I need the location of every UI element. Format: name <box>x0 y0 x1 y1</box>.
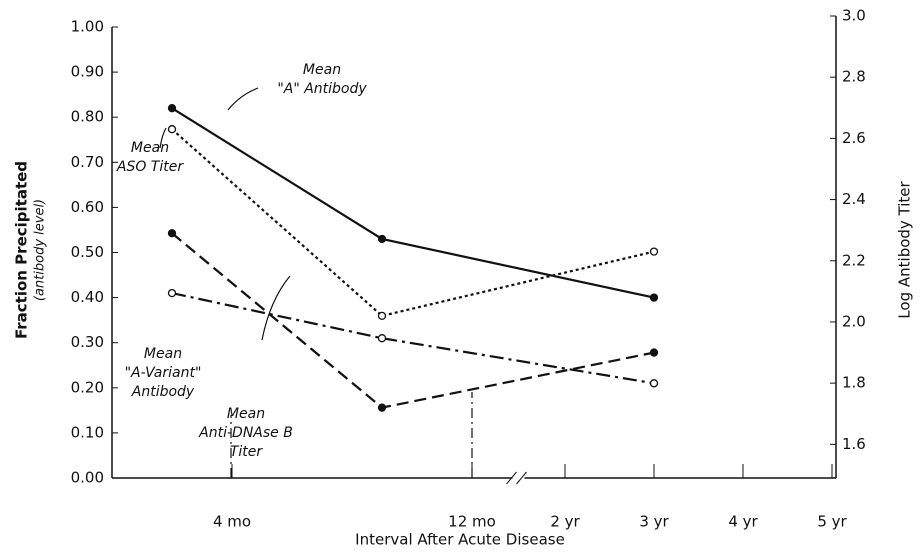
data-point <box>649 293 659 302</box>
series-label: Antibody <box>131 384 195 400</box>
series-label: "A" Antibody <box>277 81 367 97</box>
arrow <box>159 127 167 149</box>
y-tick-label: 0.10 <box>71 423 104 441</box>
y2-tick-label: 2.6 <box>842 129 866 147</box>
arrow <box>261 275 291 341</box>
y-axis-sublabel: (antibody level) <box>33 199 48 301</box>
y-tick-label: 1.00 <box>71 18 104 36</box>
data-point <box>377 403 387 412</box>
data-point <box>167 125 177 134</box>
series-label: Anti-DNAse B <box>198 425 293 441</box>
y2-tick-label: 2.8 <box>842 68 866 86</box>
data-point <box>167 229 177 238</box>
series-line <box>171 232 655 409</box>
data-point <box>649 348 659 357</box>
x-tick-label: 12 mo <box>448 513 496 531</box>
x-tick-label: 4 mo <box>213 513 251 531</box>
y-tick-label: 0.60 <box>71 198 104 216</box>
x-tick-label: 3 yr <box>639 513 669 531</box>
y-tick-label: 0.70 <box>71 153 104 171</box>
x-tick-label: 4 yr <box>728 513 758 531</box>
series-label: ASO Titer <box>116 159 184 175</box>
annotation-arrows <box>159 87 473 478</box>
data-point <box>167 288 177 298</box>
data-point <box>649 379 659 388</box>
series-line <box>171 292 655 385</box>
y-tick-label: 0.40 <box>71 288 104 306</box>
series-label: Mean <box>227 406 265 422</box>
x-tick-label: 5 yr <box>817 513 847 531</box>
y2-tick-label: 1.8 <box>842 374 866 392</box>
data-point <box>649 247 659 256</box>
axis-break <box>506 471 527 485</box>
y-tick-label: 0.00 <box>71 469 104 487</box>
x-tick-label: 2 yr <box>550 513 580 531</box>
y2-tick-label: 3.0 <box>842 7 866 25</box>
y2-tick-label: 2.2 <box>842 251 866 269</box>
y-tick-label: 0.20 <box>71 378 104 396</box>
y2-axis-label: Log Antibody Titer <box>896 180 914 318</box>
series-label: Titer <box>230 444 264 460</box>
y2-tick-label: 2.4 <box>842 190 866 208</box>
x-axis-label: Interval After Acute Disease <box>355 531 565 549</box>
data-point <box>377 334 387 343</box>
data-point <box>167 104 177 113</box>
series-line <box>171 128 655 318</box>
series-label: "A-Variant" <box>125 365 202 381</box>
data-point <box>377 234 387 244</box>
y-tick-label: 0.50 <box>71 243 104 261</box>
y-tick-label: 0.90 <box>71 63 104 81</box>
data-point <box>377 311 387 320</box>
y-tick-label: 0.30 <box>71 333 104 351</box>
arrow <box>227 87 259 111</box>
series-label: Mean <box>131 140 169 156</box>
y2-tick-label: 2.0 <box>842 312 866 330</box>
series-label: Mean <box>303 62 341 78</box>
y-tick-label: 0.80 <box>71 108 104 126</box>
y-axis-label: Fraction Precipitated <box>13 161 31 339</box>
series-label: Mean <box>144 346 182 362</box>
y2-tick-label: 1.6 <box>842 435 866 453</box>
